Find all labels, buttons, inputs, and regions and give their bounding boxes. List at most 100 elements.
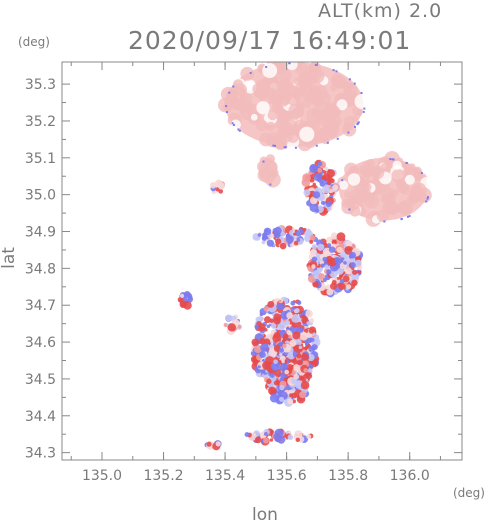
echo-edge-pixel <box>400 218 403 221</box>
echo-cell <box>260 343 269 352</box>
y-tick-label: 34.3 <box>25 446 56 462</box>
echo-cell <box>351 279 358 287</box>
y-tick-label: 34.9 <box>25 225 56 241</box>
timestamp-title: 2020/09/17 16:49:01 <box>128 26 412 55</box>
echo-cell <box>330 282 338 290</box>
echo-cell <box>335 264 341 269</box>
y-tick-label: 35.2 <box>25 114 56 130</box>
echo-cell <box>336 232 346 242</box>
echo-cell <box>311 244 317 250</box>
y-tick-label: 34.4 <box>25 409 56 425</box>
echo-cell <box>290 300 296 306</box>
echo-cell <box>240 66 255 81</box>
echo-edge-pixel <box>288 62 291 65</box>
echo-cell <box>343 115 355 127</box>
echo-cell <box>298 345 303 350</box>
echo-cell <box>322 164 326 168</box>
echo-cell <box>215 441 221 447</box>
y-tick-label: 34.6 <box>25 335 56 351</box>
echo-cell <box>259 312 264 317</box>
echo-edge-pixel <box>272 144 275 147</box>
echo-cell <box>321 175 327 181</box>
echo-cell <box>267 301 275 308</box>
echo-cell <box>326 269 332 275</box>
echo-cell <box>319 181 326 187</box>
echo-cell <box>329 269 338 278</box>
echo-cell <box>179 300 188 308</box>
echo-cell <box>263 338 271 345</box>
echo-cell <box>318 273 326 280</box>
echo-cell <box>312 191 321 199</box>
echo-edge-pixel <box>426 196 429 199</box>
echo-edge-pixel <box>363 107 366 110</box>
echo-cell <box>309 86 322 99</box>
echo-cell <box>258 95 267 103</box>
echo-cell <box>303 328 309 334</box>
echo-cell <box>344 162 359 177</box>
echo-cell <box>309 317 315 323</box>
echo-cell <box>332 184 339 191</box>
y-tick-label: 34.8 <box>25 261 56 277</box>
echo-cell <box>288 103 304 120</box>
echo-cell <box>257 365 261 369</box>
echo-cell <box>257 233 262 237</box>
echo-edge-pixel <box>425 200 428 203</box>
echo-cell <box>346 284 352 290</box>
echo-cell <box>293 232 297 236</box>
echo-cell <box>280 310 289 320</box>
echo-cell <box>278 347 284 353</box>
echo-cell <box>234 83 247 96</box>
echo-cell <box>355 109 363 117</box>
echo-edge-pixel <box>348 78 351 81</box>
echo-cell <box>318 91 331 104</box>
echo-cell <box>352 269 358 275</box>
echo-edge-pixel <box>237 128 240 131</box>
echo-cell <box>259 338 266 345</box>
echo-edge-pixel <box>391 158 394 161</box>
echo-cell <box>295 230 302 237</box>
echo-cell <box>286 312 293 319</box>
echo-cell <box>328 246 336 253</box>
echo-cell <box>264 316 271 324</box>
echo-edge-pixel <box>225 105 228 108</box>
echo-cell <box>274 226 282 235</box>
echo-cell <box>357 270 361 275</box>
echo-cell <box>278 396 285 402</box>
echo-cell <box>301 353 309 361</box>
echo-cell <box>281 80 291 90</box>
echo-cell <box>265 121 276 132</box>
echo-cell <box>343 191 351 199</box>
echo-edge-pixel <box>405 161 408 164</box>
echo-edge-pixel <box>269 183 272 186</box>
echo-cell <box>269 438 274 442</box>
echo-cell <box>324 166 329 172</box>
echo-cell <box>334 258 341 264</box>
echo-cell <box>266 239 275 247</box>
echo-cell <box>343 83 358 97</box>
echo-cell <box>416 187 432 203</box>
echo-cell <box>263 437 269 444</box>
echo-edge-pixel <box>225 111 228 114</box>
echo-cell <box>301 177 311 187</box>
echo-cell <box>325 201 332 208</box>
echo-cell <box>292 227 296 231</box>
echo-cell <box>239 107 246 115</box>
echo-cell <box>305 309 313 318</box>
echo-cell <box>265 172 281 188</box>
echo-cell <box>304 341 309 346</box>
echo-cell <box>323 242 328 247</box>
echo-cell <box>344 266 352 274</box>
echo-cell <box>276 233 280 237</box>
echo-cell <box>303 189 311 197</box>
echo-cell <box>336 99 348 111</box>
echo-cell <box>338 180 349 190</box>
echo-cell <box>256 101 270 115</box>
echo-cell <box>294 308 300 313</box>
echo-cell <box>309 239 314 244</box>
echo-cell <box>342 122 357 137</box>
echo-cell <box>289 339 297 347</box>
echo-region <box>217 62 370 152</box>
echo-edge-pixel <box>228 91 231 94</box>
echo-layer <box>177 62 433 451</box>
echo-cell <box>206 441 212 447</box>
